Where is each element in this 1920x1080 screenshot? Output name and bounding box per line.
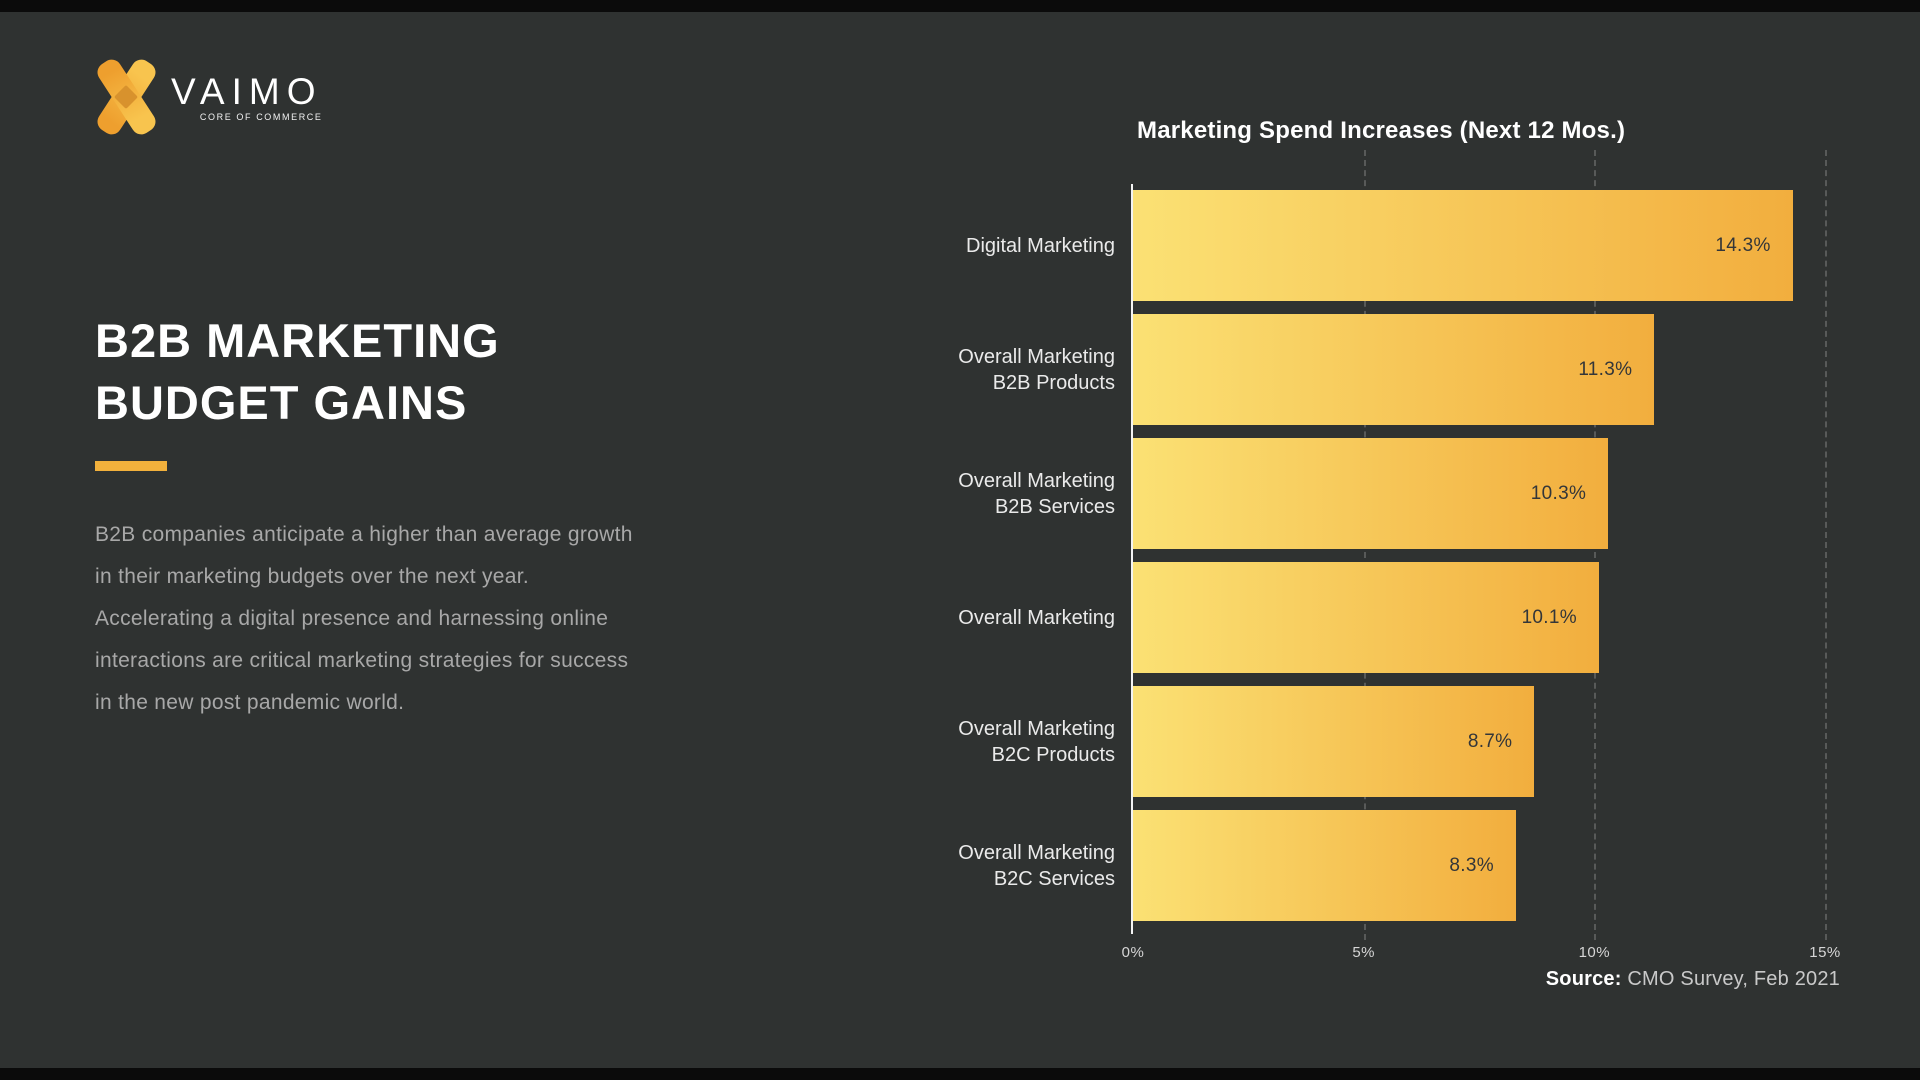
bar: 11.3%: [1133, 314, 1655, 425]
bar-row: Overall Marketing B2C Services 8.3%: [930, 810, 1825, 921]
bar-row: Overall Marketing 10.1%: [930, 562, 1825, 673]
chart-y-axis-line: [1131, 184, 1133, 934]
bar-row: Overall Marketing B2B Services 10.3%: [930, 438, 1825, 549]
bar-rows: Digital Marketing 14.3% Overall Marketing …: [930, 190, 1825, 934]
bar: 8.3%: [1133, 810, 1516, 921]
bar-value-label: 14.3%: [1715, 234, 1771, 256]
bar-value-label: 10.3%: [1530, 482, 1587, 504]
logo-brand-name: VAIMO: [171, 70, 323, 112]
bar-value-label: 8.3%: [1449, 854, 1494, 876]
bar: 10.3%: [1133, 438, 1609, 549]
letterbox-top: [0, 0, 1920, 12]
x-tick-label: 5%: [1352, 944, 1375, 961]
x-tick-label: 10%: [1578, 944, 1611, 961]
bar-value-label: 8.7%: [1467, 730, 1513, 752]
bar-track: 10.1%: [1133, 562, 1825, 673]
logo-tagline: CORE OF COMMERCE: [199, 111, 323, 122]
bar-category-label: Overall Marketing B2C Services: [958, 841, 1115, 890]
accent-divider: [95, 461, 167, 471]
bar-track: 8.7%: [1133, 686, 1825, 797]
bar: 14.3%: [1133, 190, 1793, 301]
bar-row: Digital Marketing 14.3%: [930, 190, 1825, 301]
bar-track: 11.3%: [1133, 314, 1825, 425]
vaimo-x-icon: [93, 55, 160, 139]
bar-category-label: Overall Marketing: [958, 606, 1115, 629]
bar-category-label: Digital Marketing: [966, 234, 1115, 257]
x-axis-tick-labels: 0% 5% 10% 15%: [1122, 944, 1841, 964]
bar-track: 14.3%: [1133, 190, 1825, 301]
letterbox-bottom: [0, 1068, 1920, 1080]
bar-row: Overall Marketing B2B Products 11.3%: [930, 314, 1825, 425]
bar: 10.1%: [1133, 562, 1599, 673]
bar-category-label: Overall Marketing B2C Products: [958, 717, 1115, 766]
bar-row: Overall Marketing B2C Products 8.7%: [930, 686, 1825, 797]
chart-title: Marketing Spend Increases (Next 12 Mos.): [1137, 117, 1626, 144]
source-label: Source:: [1545, 968, 1622, 990]
intro-paragraph: B2B companies anticipate a higher than a…: [95, 523, 633, 714]
x-tick-label: 0%: [1121, 944, 1145, 961]
bar-category-label: Overall Marketing B2B Products: [958, 345, 1115, 394]
bar: 8.7%: [1133, 686, 1535, 797]
bar-value-label: 10.1%: [1521, 606, 1577, 628]
page-title: B2B MARKETING BUDGET GAINS: [95, 314, 500, 429]
gridline: [1825, 150, 1827, 940]
logo-text: VAIMO CORE OF COMMERCE: [171, 73, 323, 122]
source-text: CMO Survey, Feb 2021: [1621, 968, 1840, 990]
bar-value-label: 11.3%: [1578, 358, 1633, 380]
vaimo-logo: VAIMO CORE OF COMMERCE: [93, 55, 323, 139]
bar-track: 8.3%: [1133, 810, 1825, 921]
source-line: Source: CMO Survey, Feb 2021: [1133, 968, 1840, 991]
bar-track: 10.3%: [1133, 438, 1825, 549]
bar-category-label: Overall Marketing B2B Services: [958, 469, 1115, 518]
x-tick-label: 15%: [1809, 944, 1841, 961]
